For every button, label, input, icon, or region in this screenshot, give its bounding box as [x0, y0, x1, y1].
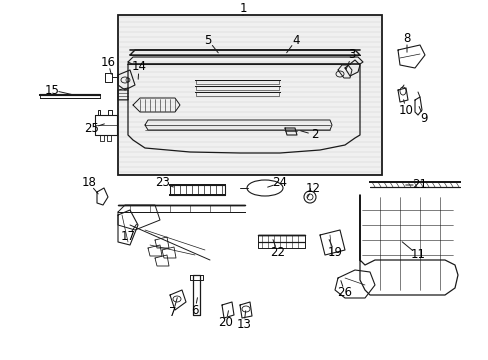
Text: 23: 23: [155, 176, 170, 189]
Text: 13: 13: [236, 319, 251, 332]
Text: 16: 16: [101, 55, 115, 68]
Text: 2: 2: [311, 129, 318, 141]
Text: 20: 20: [218, 316, 233, 329]
Text: 25: 25: [84, 122, 99, 135]
Text: 14: 14: [131, 60, 146, 73]
Text: 24: 24: [272, 176, 287, 189]
Text: 22: 22: [270, 247, 285, 260]
Text: 17: 17: [120, 230, 135, 243]
Text: 10: 10: [398, 104, 412, 117]
Text: 8: 8: [403, 31, 410, 45]
Text: 15: 15: [44, 84, 60, 96]
Text: 12: 12: [305, 181, 320, 194]
Text: 7: 7: [169, 306, 176, 320]
Text: 18: 18: [81, 176, 96, 189]
Text: 6: 6: [191, 303, 198, 316]
Text: 3: 3: [347, 49, 355, 62]
Text: 11: 11: [409, 248, 425, 261]
Text: 21: 21: [412, 179, 427, 192]
Text: 19: 19: [327, 247, 342, 260]
Text: 1: 1: [239, 1, 246, 14]
Text: 26: 26: [337, 287, 352, 300]
Text: 5: 5: [204, 33, 211, 46]
Bar: [118, 15, 381, 175]
Text: 9: 9: [419, 112, 427, 125]
Text: 4: 4: [292, 33, 299, 46]
